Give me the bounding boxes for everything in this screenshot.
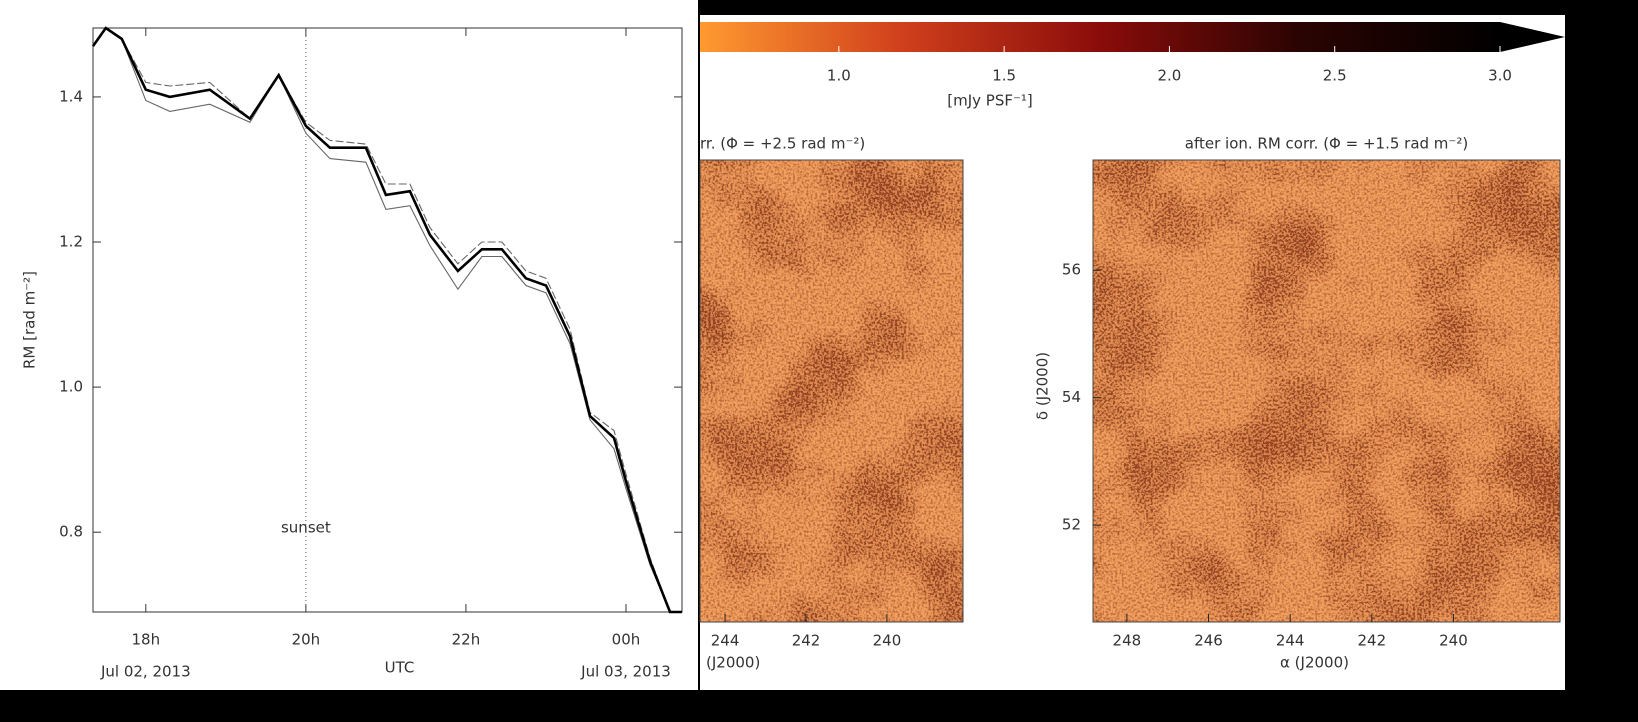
colorbar-tick-label: 2.0 (1157, 67, 1181, 85)
x-tick-label: 248 (1113, 632, 1142, 650)
y-axis-label: δ (J2000) (1034, 352, 1052, 420)
plot-frame (92, 27, 683, 613)
series-line (91, 26, 682, 614)
x-tick-label: 242 (1357, 632, 1386, 650)
map-left-texture (700, 160, 963, 622)
map-left-frame (699, 159, 964, 623)
colorbar-tick-label: 1.5 (992, 67, 1016, 85)
y-axis-label: RM [rad m⁻²] (21, 271, 39, 369)
left-panel-bg (0, 0, 698, 690)
y-tick-label: 56 (1062, 261, 1081, 279)
series-line (92, 27, 682, 613)
y-tick-label: 0.8 (59, 523, 83, 541)
y-tick-label: 1.2 (59, 233, 83, 251)
series-line (92, 27, 682, 613)
colorbar-extend (1500, 22, 1565, 52)
x-tick-label: 244 (1276, 632, 1305, 650)
x-tick-label: 240 (873, 632, 902, 650)
x-tick-label: 240 (1439, 632, 1468, 650)
x-tick-label: 246 (1194, 632, 1223, 650)
y-tick-label: 1.4 (59, 87, 83, 105)
colorbar-tick-label: 3.0 (1488, 67, 1512, 85)
x-axis-label: α (J2000) (1280, 654, 1349, 672)
map-right-texture (1093, 160, 1560, 622)
map-title: rr. (Φ = +2.5 rad m⁻²) (700, 135, 865, 153)
x-axis-label: (J2000) (706, 654, 760, 672)
date-label: Jul 03, 2013 (580, 663, 671, 681)
colorbar-tick-label: 2.5 (1323, 67, 1347, 85)
y-tick-label: 1.0 (59, 378, 83, 396)
x-tick-label: 18h (132, 631, 161, 649)
x-axis-label: UTC (385, 659, 415, 677)
x-tick-label: 242 (792, 632, 821, 650)
x-tick-label: 00h (612, 631, 641, 649)
sunset-label: sunset (281, 519, 331, 537)
colorbar-label: [mJy PSF⁻¹] (947, 92, 1033, 110)
date-label: Jul 02, 2013 (100, 663, 191, 681)
map-right-frame (1092, 159, 1561, 623)
colorbar-tick-label: 1.0 (827, 67, 851, 85)
y-tick-label: 52 (1062, 516, 1081, 534)
x-tick-label: 22h (452, 631, 481, 649)
y-tick-label: 54 (1062, 388, 1081, 406)
colorbar (700, 22, 1500, 52)
x-tick-label: 20h (292, 631, 321, 649)
x-tick-label: 244 (711, 632, 740, 650)
map-title: after ion. RM corr. (Φ = +1.5 rad m⁻²) (1185, 135, 1468, 153)
